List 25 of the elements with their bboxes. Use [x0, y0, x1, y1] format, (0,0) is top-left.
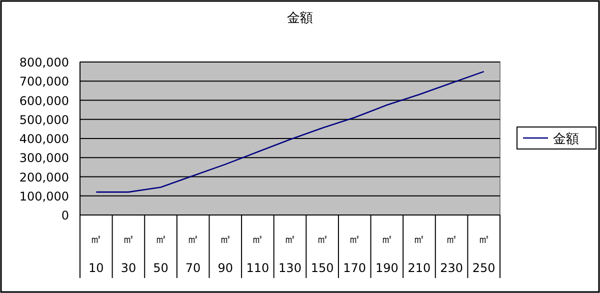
y-tick-label: 100,000: [19, 189, 69, 204]
category-label: ㎡ 210: [408, 232, 431, 275]
category-label: ㎡ 10: [88, 232, 104, 275]
y-tick-label: 400,000: [19, 132, 69, 146]
line-series: [96, 70, 484, 193]
category-label: ㎡ 50: [153, 232, 168, 275]
y-tick-label: 500,000: [19, 112, 69, 127]
category-label: ㎡ 150: [310, 232, 334, 275]
category-label: ㎡ 70: [185, 232, 201, 275]
category-label: ㎡ 30: [120, 232, 136, 275]
category-label: ㎡ 90: [218, 232, 234, 275]
category-label: ㎡ 130: [278, 232, 302, 275]
category-label: ㎡ 230: [440, 232, 463, 275]
category-label: ㎡ 170: [343, 232, 366, 275]
category-label: ㎡ 190: [375, 232, 398, 275]
y-tick-label: 600,000: [19, 94, 69, 108]
category-label: ㎡ 110: [246, 232, 270, 275]
chart-title: 金額: [287, 11, 313, 26]
legend-label: 金額: [553, 132, 579, 147]
y-tick-label: 300,000: [19, 151, 69, 166]
category-label: ㎡ 250: [472, 232, 496, 275]
y-tick-label: 200,000: [19, 170, 69, 184]
y-tick-label: 800,000: [19, 56, 69, 70]
y-tick-label: 700,000: [19, 74, 69, 89]
y-tick-label: 0: [61, 208, 69, 222]
